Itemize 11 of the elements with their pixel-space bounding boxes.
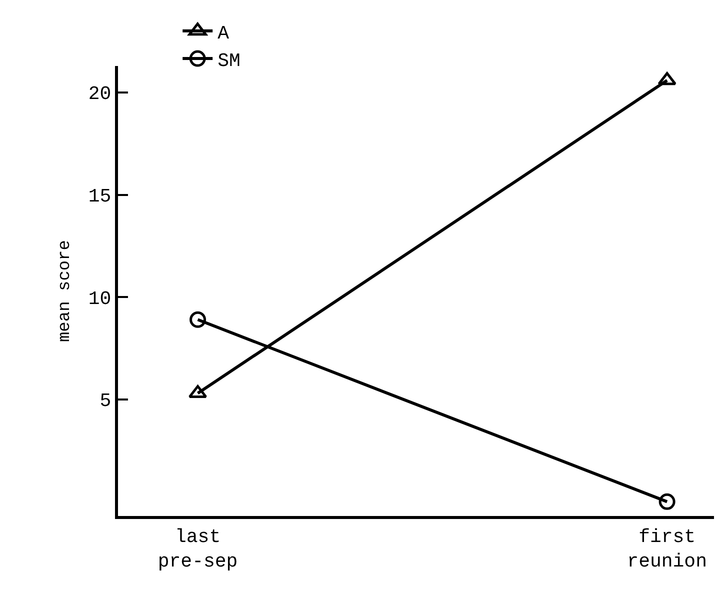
x-tick-label: last pre-sep [158, 526, 238, 572]
y-tick-label: 15 [88, 186, 112, 208]
y-axis-title: mean score [56, 240, 75, 342]
y-tick-label: 20 [88, 83, 112, 106]
y-tick-label: 10 [88, 288, 112, 310]
x-tick-label: first reunion [627, 526, 707, 572]
point [658, 493, 676, 510]
legend-label: SM [218, 50, 240, 72]
y-tick-label: 5 [100, 390, 112, 412]
point [190, 311, 206, 328]
legend-label: A [218, 22, 230, 44]
